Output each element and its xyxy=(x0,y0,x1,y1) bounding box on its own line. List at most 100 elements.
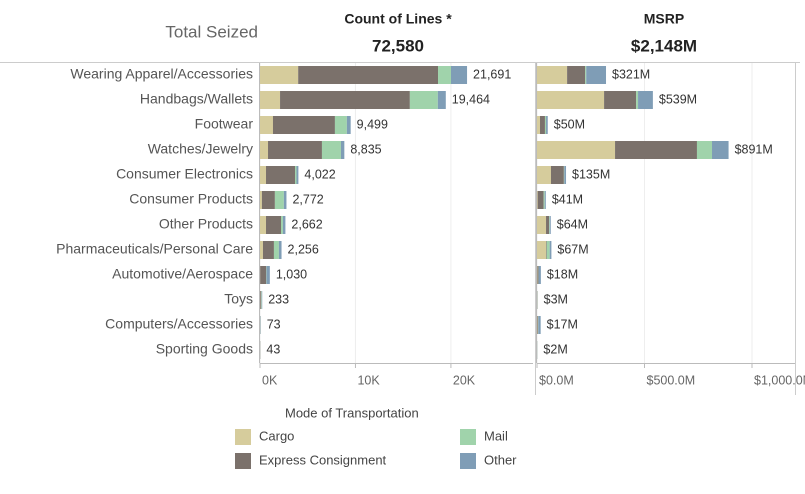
total-label: $135M xyxy=(572,167,610,181)
total-label: $18M xyxy=(547,267,578,281)
category-label: Toys xyxy=(224,291,253,307)
category-label: Sporting Goods xyxy=(156,341,253,357)
chart-subtitle: $2,148M xyxy=(631,36,697,55)
bar-segment xyxy=(546,241,550,259)
bar-segment xyxy=(274,191,284,209)
bar-segment xyxy=(537,216,547,234)
bar-segment xyxy=(295,166,297,184)
bar-segment xyxy=(437,91,446,109)
bar-segment xyxy=(268,141,322,159)
bar-segment xyxy=(260,116,273,134)
bar-segment xyxy=(567,66,586,84)
chart-subtitle: 72,580 xyxy=(372,36,424,55)
bar-segment xyxy=(546,116,548,134)
bar-segment xyxy=(537,66,568,84)
bar-segment xyxy=(260,241,263,259)
total-label: 73 xyxy=(267,317,281,331)
category-label: Consumer Electronics xyxy=(116,166,253,182)
bar-segment xyxy=(261,191,275,209)
bar-segment xyxy=(550,166,564,184)
total-label: 43 xyxy=(266,342,280,356)
bar-segment xyxy=(537,141,616,159)
category-label: Watches/Jewelry xyxy=(148,141,253,157)
x-tick-label: 10K xyxy=(357,373,380,387)
total-label: 2,772 xyxy=(292,192,323,206)
bar-segment xyxy=(266,266,270,284)
bar-segment xyxy=(281,216,283,234)
total-label: $41M xyxy=(552,192,583,206)
bar-segment xyxy=(712,141,729,159)
total-label: $891M xyxy=(735,142,773,156)
bar-segment xyxy=(585,66,587,84)
bar-segment xyxy=(537,316,539,334)
x-tick-label: $500.0M xyxy=(647,373,696,387)
bar-segment xyxy=(546,216,550,234)
bar-segment xyxy=(537,116,541,134)
bar-segment xyxy=(283,191,287,209)
bar-segment xyxy=(549,216,551,234)
bar-segment xyxy=(260,216,267,234)
bar-segment xyxy=(261,291,263,309)
category-label: Other Products xyxy=(159,216,253,232)
legend-label: Express Consignment xyxy=(259,452,387,467)
bar-segment xyxy=(278,241,282,259)
total-label: $3M xyxy=(544,292,568,306)
bar-segment xyxy=(537,266,539,284)
x-tick-label: 0K xyxy=(262,373,278,387)
total-label: 2,256 xyxy=(288,242,319,256)
bar-segment xyxy=(546,241,547,259)
bar-segment xyxy=(438,66,452,84)
x-tick-label: 20K xyxy=(453,373,476,387)
legend-label: Cargo xyxy=(259,428,294,443)
bar-segment xyxy=(564,166,567,184)
total-label: $539M xyxy=(659,92,697,106)
bar-segment xyxy=(273,241,279,259)
legend-title: Mode of Transportation xyxy=(285,405,419,420)
x-tick-label: $0.0M xyxy=(539,373,574,387)
bar-segment xyxy=(266,166,296,184)
bar-segment xyxy=(272,116,335,134)
bar-segment xyxy=(262,241,274,259)
legend-swatch xyxy=(235,429,251,445)
bar-segment xyxy=(537,241,547,259)
bar-segment xyxy=(540,116,545,134)
bar-segment xyxy=(604,91,637,109)
x-tick-label: $1,000.0M xyxy=(754,373,805,387)
total-label: 233 xyxy=(268,292,289,306)
legend-swatch xyxy=(460,453,476,469)
bar-segment xyxy=(549,216,550,234)
bar-segment xyxy=(636,91,639,109)
bar-segment xyxy=(615,141,697,159)
bar-segment xyxy=(346,116,351,134)
bar-segment xyxy=(451,66,468,84)
bar-segment xyxy=(544,191,546,209)
category-label: Wearing Apparel/Accessories xyxy=(70,66,253,82)
bar-segment xyxy=(409,91,438,109)
bar-segment xyxy=(260,266,267,284)
bar-segment xyxy=(260,66,299,84)
bar-segment xyxy=(296,166,299,184)
bar-segment xyxy=(266,216,281,234)
total-label: 4,022 xyxy=(304,167,335,181)
bar-segment xyxy=(638,91,653,109)
total-label: 19,464 xyxy=(452,92,490,106)
bar-segment xyxy=(260,91,281,109)
chart-title: Count of Lines * xyxy=(344,11,452,27)
bar-segment xyxy=(321,141,341,159)
bar-segment xyxy=(260,291,262,309)
bar-segment xyxy=(537,166,551,184)
legend-label: Mail xyxy=(484,428,508,443)
legend-label: Other xyxy=(484,452,517,467)
total-label: 21,691 xyxy=(473,67,511,81)
bar-segment xyxy=(538,316,541,334)
total-label: $321M xyxy=(612,67,650,81)
row-header: Total Seized xyxy=(165,22,258,41)
bar-segment xyxy=(334,116,347,134)
bar-segment xyxy=(537,191,544,209)
total-label: 9,499 xyxy=(357,117,388,131)
bar-segment xyxy=(543,191,545,209)
category-label: Computers/Accessories xyxy=(105,316,253,332)
bar-segment xyxy=(537,91,605,109)
bar-segment xyxy=(260,191,262,209)
